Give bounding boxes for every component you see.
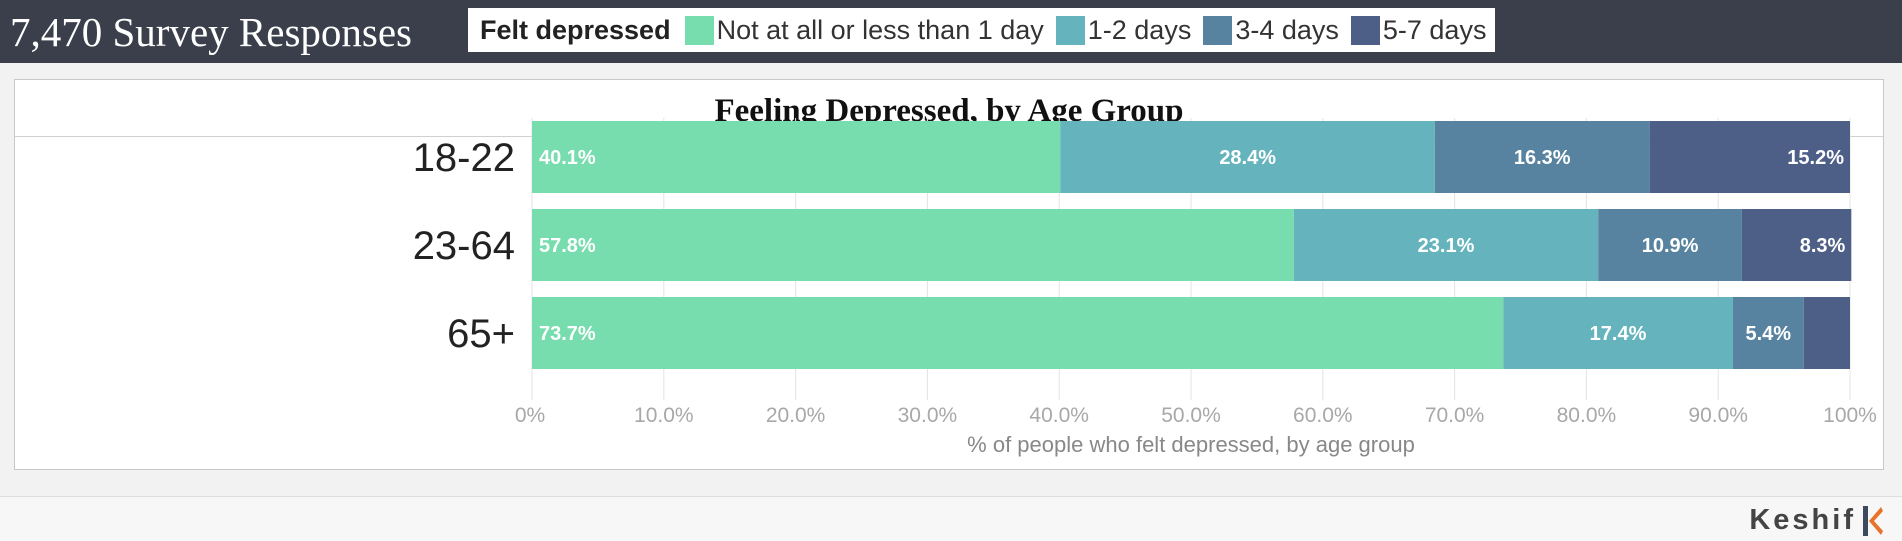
data-label-65-1-2-days: 17.4%	[1590, 323, 1647, 345]
bar-23-64-3-4-days[interactable]	[1598, 209, 1742, 281]
legend-swatch-1-2-days	[1055, 15, 1085, 45]
data-label-23-64-not-at-all-or-less-than-1-day: 57.8%	[539, 235, 596, 257]
category-label-18-22: 18-22	[413, 136, 515, 180]
x-tick-label-2: 20.0%	[766, 404, 826, 427]
data-label-18-22-5-7-days: 15.2%	[1787, 147, 1844, 169]
bar-65-1-2-days[interactable]	[1503, 297, 1733, 369]
category-label-65: 65+	[447, 312, 515, 356]
category-label-23-64: 23-64	[413, 224, 515, 268]
legend-label-5-7-days: 5-7 days	[1382, 14, 1487, 45]
x-tick-label-3: 30.0%	[898, 404, 958, 427]
legend-item-5-7-days[interactable]: 5-7 days	[1350, 14, 1487, 46]
top-bar: 7,470 Survey Responses Felt depressed No…	[0, 0, 1902, 63]
data-label-65-3-4-days: 5.4%	[1745, 323, 1791, 345]
bar-18-22-1-2-days[interactable]	[1060, 121, 1435, 193]
brand[interactable]: Keshif	[1749, 504, 1884, 537]
x-tick-label-6: 60.0%	[1293, 404, 1353, 427]
data-label-18-22-3-4-days: 16.3%	[1514, 147, 1571, 169]
bar-65-5-7-days[interactable]	[1803, 297, 1850, 369]
x-tick-label-8: 80.0%	[1557, 404, 1617, 427]
legend-title: Felt depressed	[480, 14, 671, 45]
legend-item-3-4-days[interactable]: 3-4 days	[1203, 15, 1339, 46]
x-tick-label-5: 50.0%	[1161, 404, 1221, 427]
legend-item-1-2-days[interactable]: 1-2 days	[1055, 14, 1192, 46]
bar-18-22-3-4-days[interactable]	[1434, 121, 1650, 193]
brand-name: Keshif	[1749, 504, 1856, 536]
legend-swatch-3-4-days	[1203, 15, 1233, 45]
data-label-65-not-at-all-or-less-than-1-day: 73.7%	[539, 323, 596, 345]
app-title: 7,470 Survey Responses	[10, 9, 413, 55]
data-label-23-64-3-4-days: 10.9%	[1642, 235, 1699, 257]
x-tick-label-9: 90.0%	[1688, 404, 1748, 427]
bar-23-64-not-at-all-or-less-than-1-day[interactable]	[532, 209, 1294, 281]
x-tick-label-0: 0%	[515, 404, 545, 427]
x-tick-label-4: 40.0%	[1029, 404, 1089, 427]
legend-label-1-2-days: 1-2 days	[1087, 14, 1192, 45]
bar-23-64-1-2-days[interactable]	[1293, 209, 1599, 281]
legend-label-3-4-days: 3-4 days	[1235, 14, 1339, 45]
legend-swatch-not-at-all	[684, 15, 714, 45]
x-tick-label-10: 100%	[1823, 404, 1877, 427]
bottom-bar: Keshif	[0, 496, 1902, 541]
data-label-23-64-5-7-days: 8.3%	[1800, 235, 1846, 257]
legend-item-not-at-all[interactable]: Not at all or less than 1 day	[684, 14, 1044, 46]
bar-65-not-at-all-or-less-than-1-day[interactable]	[532, 297, 1504, 369]
legend-label-not-at-all: Not at all or less than 1 day	[716, 14, 1044, 45]
bar-18-22-not-at-all-or-less-than-1-day[interactable]	[532, 121, 1061, 193]
chart-panel: Feeling Depressed, by Age Group 18-22 40.…	[14, 79, 1884, 470]
bar-18-22-5-7-days[interactable]	[1649, 121, 1850, 193]
data-label-18-22-1-2-days: 28.4%	[1219, 147, 1276, 169]
stacked-bar-chart: 18-22 40.1% 28.4% 16.3% 15.2% 23-64 57.8% 23.1%…	[413, 118, 1877, 457]
data-label-18-22-not-at-all-or-less-than-1-day: 40.1%	[539, 147, 596, 169]
x-tick-label-7: 70.0%	[1425, 404, 1485, 427]
legend-swatch-5-7-days	[1350, 15, 1380, 45]
keshif-logo-icon	[1863, 505, 1883, 536]
bar-23-64-5-7-days[interactable]	[1741, 209, 1852, 281]
x-tick-label-1: 10.0%	[634, 404, 694, 427]
x-axis-label: % of people who felt depressed, by age g…	[967, 432, 1415, 457]
data-label-23-64-1-2-days: 23.1%	[1418, 235, 1475, 257]
color-legend: Felt depressed Not at all or less than 1…	[468, 8, 1496, 52]
bar-65-3-4-days[interactable]	[1732, 297, 1804, 369]
